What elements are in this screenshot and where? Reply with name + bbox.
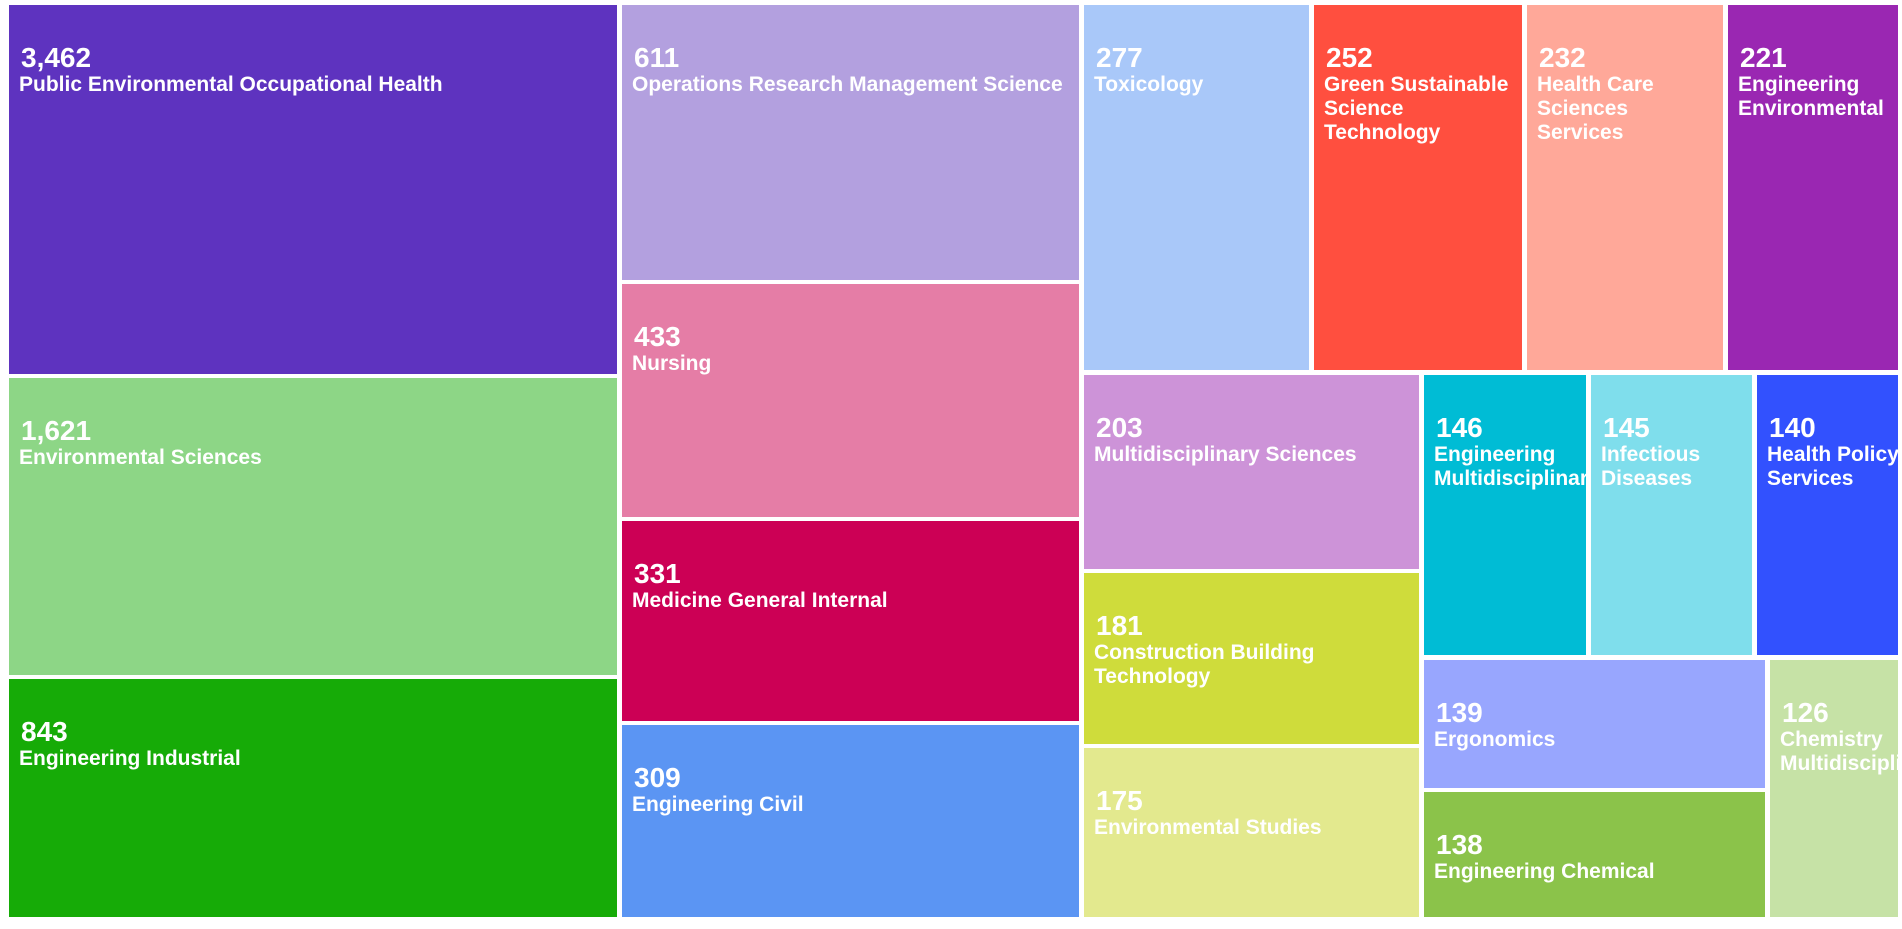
treemap-tile-engineering-multidisciplinary[interactable]: 146 Engineering Multidisciplinary: [1424, 375, 1586, 655]
tile-value: 145: [1603, 412, 1650, 443]
tile-value: 1,621: [21, 415, 92, 446]
tile-value: 433: [634, 321, 681, 352]
tile-label: Health Care Sciences Services: [1537, 73, 1654, 144]
tile-label: Public Environmental Occupational Health: [19, 73, 443, 96]
tile-value: 221: [1740, 42, 1787, 73]
tile-value: 139: [1436, 697, 1483, 728]
treemap-tile-ergonomics[interactable]: 139 Ergonomics: [1424, 660, 1765, 788]
tile-label: Toxicology: [1094, 73, 1204, 96]
tile-label: Health Policy Services: [1767, 443, 1898, 490]
tile-label: Environmental Studies: [1094, 816, 1322, 839]
treemap-tile-engineering-environmental[interactable]: 221 Engineering Environmental: [1728, 5, 1898, 370]
treemap-tile-health-care-sciences-services[interactable]: 232 Health Care Sciences Services: [1527, 5, 1723, 370]
tile-value: 203: [1096, 412, 1143, 443]
tile-value: 232: [1539, 42, 1586, 73]
tile-label: Multidisciplinary Sciences: [1094, 443, 1357, 466]
tile-value: 175: [1096, 785, 1143, 816]
treemap-tile-green-sustainable-science-technology[interactable]: 252 Green Sustainable Science Technology: [1314, 5, 1522, 370]
treemap-tile-medicine-general-internal[interactable]: 331 Medicine General Internal: [622, 521, 1079, 721]
tile-value: 611: [634, 42, 680, 73]
tile-label: Chemistry Multidisciplinary: [1780, 728, 1898, 775]
tile-value: 843: [21, 716, 68, 747]
treemap-tile-public-environmental-occupational-health[interactable]: 3,462 Public Environmental Occupational H…: [9, 5, 617, 374]
treemap-tile-infectious-diseases[interactable]: 145 Infectious Diseases: [1591, 375, 1752, 655]
tile-value: 126: [1782, 697, 1829, 728]
tile-value: 181: [1096, 610, 1143, 641]
tile-label: Medicine General Internal: [632, 589, 888, 612]
tile-label: Infectious Diseases: [1601, 443, 1701, 490]
tile-label: Engineering Industrial: [19, 747, 241, 770]
treemap-tile-nursing[interactable]: 433 Nursing: [622, 284, 1079, 517]
treemap-tile-environmental-studies[interactable]: 175 Environmental Studies: [1084, 748, 1419, 917]
tile-value: 331: [634, 558, 681, 589]
tile-label: Engineering Multidisciplinary: [1434, 443, 1586, 490]
tile-value: 146: [1436, 412, 1483, 443]
tile-label: Ergonomics: [1434, 728, 1556, 751]
tile-value: 252: [1326, 42, 1373, 73]
treemap-tile-toxicology[interactable]: 277 Toxicology: [1084, 5, 1309, 370]
tile-label: Construction Building Technology: [1094, 641, 1315, 688]
treemap-tile-environmental-sciences[interactable]: 1,621 Environmental Sciences: [9, 378, 617, 675]
tile-label: Engineering Environmental: [1738, 73, 1884, 120]
tile-value: 277: [1096, 42, 1143, 73]
treemap-tile-operations-research-management-science[interactable]: 611 Operations Research Management Scienc…: [622, 5, 1079, 280]
tile-value: 140: [1769, 412, 1816, 443]
tile-label: Green Sustainable Science Technology: [1324, 73, 1509, 144]
tile-label: Environmental Sciences: [19, 446, 262, 469]
tile-label: Engineering Chemical: [1434, 860, 1655, 883]
tile-label: Engineering Civil: [632, 793, 804, 816]
treemap-tile-multidisciplinary-sciences[interactable]: 203 Multidisciplinary Sciences: [1084, 375, 1419, 569]
tile-label: Nursing: [632, 352, 712, 375]
treemap-tile-construction-building-technology[interactable]: 181 Construction Building Technology: [1084, 573, 1419, 744]
treemap-tile-engineering-chemical[interactable]: 138 Engineering Chemical: [1424, 792, 1765, 917]
treemap-tile-engineering-civil[interactable]: 309 Engineering Civil: [622, 725, 1079, 917]
treemap-tile-health-policy-services[interactable]: 140 Health Policy Services: [1757, 375, 1898, 655]
tile-label: Operations Research Management Science: [632, 73, 1063, 96]
tile-value: 3,462: [21, 42, 92, 73]
tile-value: 138: [1436, 829, 1483, 860]
treemap-tile-engineering-industrial[interactable]: 843 Engineering Industrial: [9, 679, 617, 917]
tile-value: 309: [634, 762, 681, 793]
